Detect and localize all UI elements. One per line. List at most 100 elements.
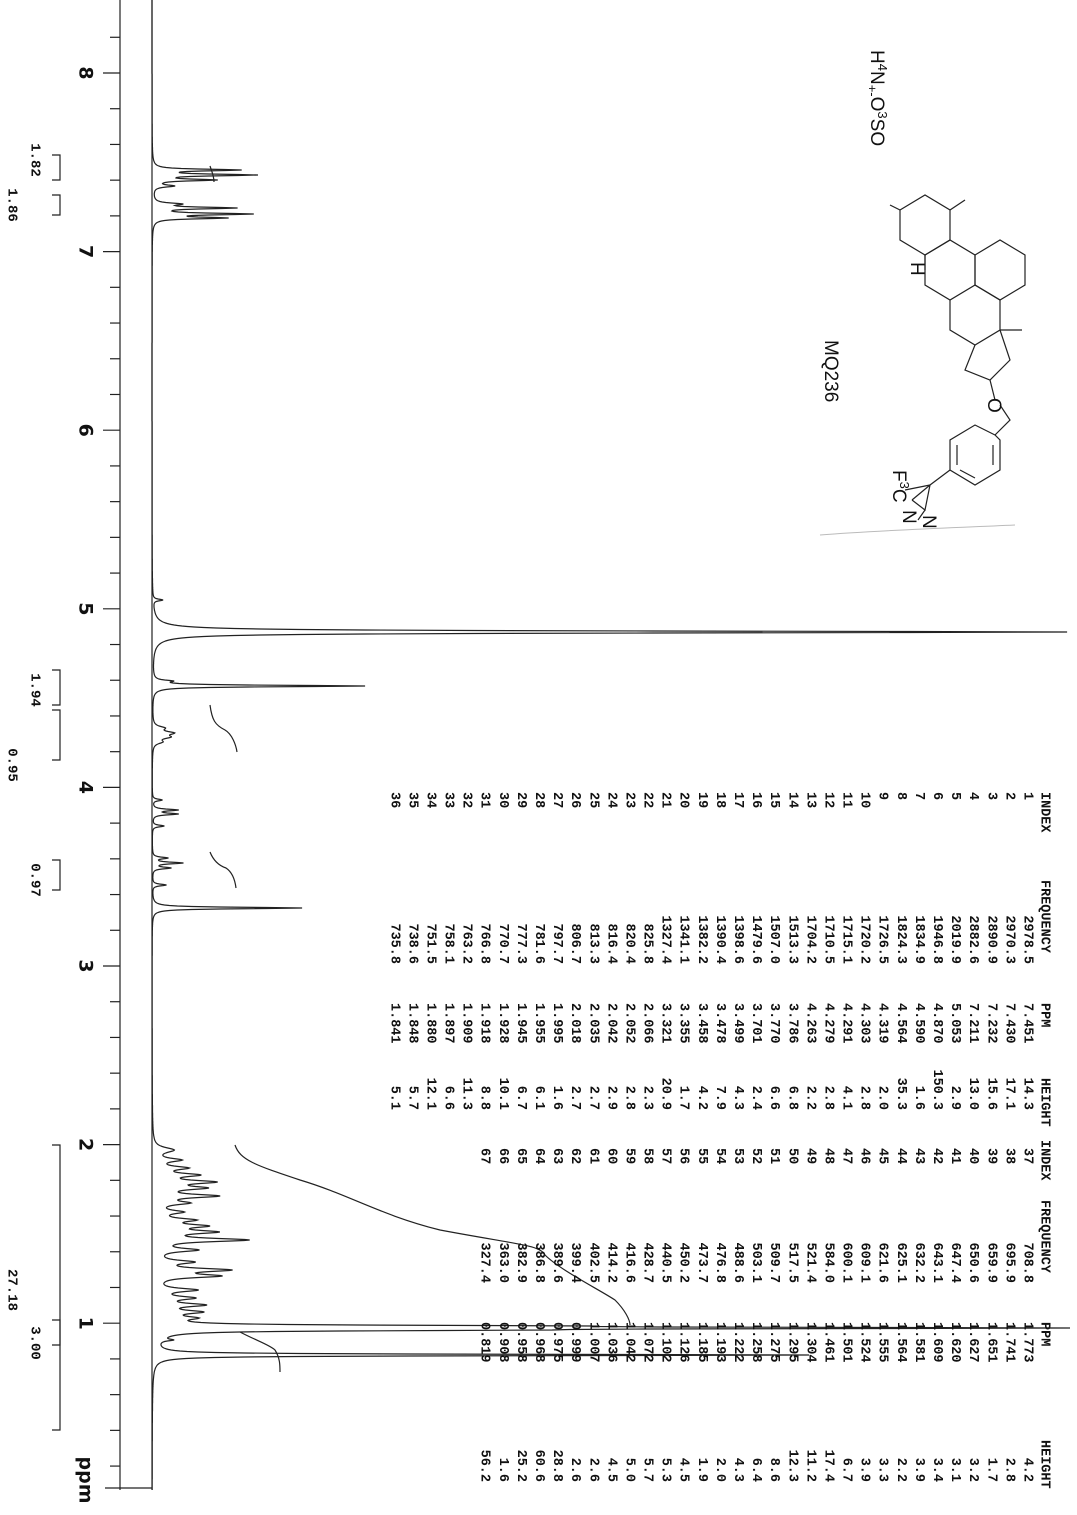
table-cell: 450.2 xyxy=(676,1242,691,1283)
ring-b xyxy=(924,239,976,301)
table-cell: 7.430 xyxy=(1001,1003,1016,1044)
table-cell: 3.770 xyxy=(766,1003,781,1044)
table-cell: 64 xyxy=(531,1148,546,1164)
table-cell: 402.5 xyxy=(585,1242,600,1283)
integral-curve xyxy=(209,851,237,889)
table-cell: 17.4 xyxy=(820,1450,835,1482)
table-cell: 1.995 xyxy=(549,1003,564,1044)
table-cell: 659.9 xyxy=(983,1242,998,1283)
table-cell: 2 xyxy=(1001,792,1016,800)
table-cell: 521.4 xyxy=(802,1242,817,1283)
table-cell: 53 xyxy=(730,1148,745,1164)
table-cell: 3.4 xyxy=(929,1458,944,1482)
table-cell: 1.620 xyxy=(947,1322,962,1363)
table-cell: 3.3 xyxy=(875,1458,890,1482)
table-cell: 813.3 xyxy=(585,923,600,964)
table-cell: 3.9 xyxy=(857,1458,872,1482)
table-cell: 34 xyxy=(422,792,437,808)
table-cell: 11.2 xyxy=(802,1450,817,1482)
table-cell: 2.0 xyxy=(712,1458,727,1482)
table-cell: 777.3 xyxy=(513,923,528,964)
bracket xyxy=(52,154,61,181)
table-cell: 63 xyxy=(549,1148,564,1164)
table-cell: 61 xyxy=(585,1148,600,1164)
table-cell: 1.918 xyxy=(477,1003,492,1044)
table-cell: 49 xyxy=(802,1148,817,1164)
table-cell: 386.8 xyxy=(531,1242,546,1283)
table-cell: 476.8 xyxy=(712,1242,727,1283)
integral-curve xyxy=(234,1144,631,1326)
table-cell: 1726.5 xyxy=(875,915,890,964)
table-cell: 1.461 xyxy=(820,1322,835,1363)
table-cell: 1.524 xyxy=(857,1322,872,1363)
benzene-bonds xyxy=(956,445,994,479)
table-cell: 363.0 xyxy=(495,1242,510,1283)
bracket xyxy=(52,669,61,706)
table-cell: 3.9 xyxy=(911,1458,926,1482)
atom: C xyxy=(888,489,909,503)
table-cell: 6.7 xyxy=(513,1086,528,1110)
table-cell: 5.1 xyxy=(386,1086,401,1110)
table-cell: 600.1 xyxy=(839,1242,854,1283)
table-cell: 1.555 xyxy=(875,1322,890,1363)
table-cell: 14 xyxy=(784,792,799,808)
table-cell: 60 xyxy=(603,1148,618,1164)
o-bond xyxy=(989,379,996,401)
table-cell: 4.3 xyxy=(730,1458,745,1482)
table-cell: 3.458 xyxy=(694,1003,709,1044)
table-cell: 5.0 xyxy=(621,1458,636,1482)
table-cell: 4.590 xyxy=(911,1003,926,1044)
table-cell: 3.1 xyxy=(947,1458,962,1482)
table-cell: 1710.5 xyxy=(820,915,835,964)
table-cell: 2970.3 xyxy=(1001,915,1016,964)
table-cell: 1.258 xyxy=(748,1322,763,1363)
table-cell: 327.4 xyxy=(477,1242,492,1283)
table-cell: 825.8 xyxy=(640,923,655,964)
table-cell: 4.564 xyxy=(893,1003,908,1044)
table-cell: 2.7 xyxy=(567,1086,582,1110)
table-cell: 38 xyxy=(1001,1148,1016,1164)
table-cell: 2.052 xyxy=(621,1003,636,1044)
table-cell: 414.2 xyxy=(603,1242,618,1283)
table-cell: 10 xyxy=(857,792,872,808)
table-cell: 44 xyxy=(893,1148,908,1164)
table-cell: 1.773 xyxy=(1019,1322,1034,1363)
table-cell: 35.3 xyxy=(893,1078,908,1110)
table-cell: 2.8 xyxy=(621,1086,636,1110)
table-cell: 36 xyxy=(386,792,401,808)
ring-c xyxy=(974,239,1026,301)
table-cell: 25.2 xyxy=(513,1450,528,1482)
table-cell: 440.5 xyxy=(658,1242,673,1283)
table-cell: 1720.2 xyxy=(857,915,872,964)
table-cell: 10.1 xyxy=(495,1078,510,1110)
table-cell: 17 xyxy=(730,792,745,808)
table-cell: 1.042 xyxy=(621,1322,636,1363)
table-cell: 50 xyxy=(784,1148,799,1164)
cf3-bond xyxy=(904,484,931,491)
table-cell: 54 xyxy=(712,1148,727,1164)
table-cell: 399.4 xyxy=(567,1242,582,1283)
table-cell: 416.6 xyxy=(621,1242,636,1283)
table-cell: 7.451 xyxy=(1019,1003,1034,1044)
table-cell: 751.5 xyxy=(422,923,437,964)
table-cell: 473.7 xyxy=(694,1242,709,1283)
integral-curve xyxy=(209,704,238,753)
table-cell: 1.7 xyxy=(676,1086,691,1110)
table-cell: 806.7 xyxy=(567,923,582,964)
table-cell: 2882.6 xyxy=(965,915,980,964)
table-cell: 60.6 xyxy=(531,1450,546,1482)
table-cell: 51 xyxy=(766,1148,781,1164)
table-cell: 42 xyxy=(929,1148,944,1164)
table-cell: 781.6 xyxy=(531,923,546,964)
atom: SO xyxy=(866,119,887,146)
ring-a xyxy=(899,194,951,256)
table-cell: 23 xyxy=(621,792,636,808)
table-cell: 1.007 xyxy=(585,1322,600,1363)
table-cell: 770.7 xyxy=(495,923,510,964)
table-cell: 47 xyxy=(839,1148,854,1164)
table-cell: 509.7 xyxy=(766,1242,781,1283)
table-cell: 15.6 xyxy=(983,1078,998,1110)
table-cell: 1704.2 xyxy=(802,915,817,964)
atom: N xyxy=(866,71,887,85)
table-cell: 14.3 xyxy=(1019,1078,1034,1110)
